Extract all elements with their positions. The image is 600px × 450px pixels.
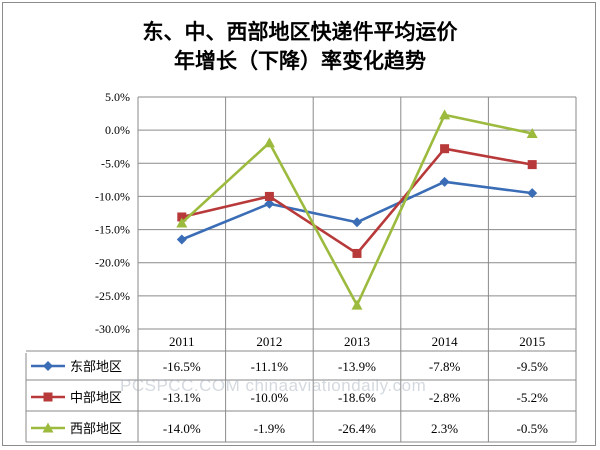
data-label: -14.0% [163, 421, 201, 436]
chart-frame [2, 2, 596, 446]
y-tick-label: -20.0% [95, 256, 130, 270]
data-label: -0.5% [516, 421, 548, 436]
legend-label: 中部地区 [70, 391, 122, 406]
watermark: PCSPCC.COM chinaaviationdaily.com [120, 376, 427, 395]
data-point [264, 191, 274, 201]
chart-subtitle: 年增长（下降）率变化趋势 [174, 48, 426, 73]
data-point [527, 188, 538, 199]
x-tick-label: 2013 [344, 334, 370, 349]
data-label: -16.5% [163, 359, 201, 374]
legend-key-marker [43, 392, 53, 402]
data-point [352, 217, 362, 228]
data-point [177, 212, 187, 222]
series-line-2 [181, 147, 533, 255]
legend-label: 东部地区 [70, 360, 122, 375]
data-label: -13.9% [338, 359, 376, 374]
y-tick-label: -30.0% [95, 322, 130, 336]
x-tick-label: 2011 [169, 334, 195, 349]
data-point [527, 160, 537, 170]
data-label: -9.5% [516, 359, 548, 374]
y-tick-label: 5.0% [105, 90, 130, 104]
x-tick-label: 2015 [519, 334, 545, 349]
data-label: -18.6% [338, 390, 376, 405]
data-label: -10.0% [250, 390, 288, 405]
y-tick-label: 0.0% [105, 123, 130, 137]
data-point [440, 144, 450, 154]
y-tick-label: -15.0% [95, 223, 130, 237]
legend-key-marker [43, 361, 53, 371]
data-point [352, 248, 362, 258]
x-tick-label: 2012 [256, 334, 282, 349]
data-label: -2.8% [429, 390, 461, 405]
y-tick-label: -10.0% [95, 189, 130, 203]
series-line-3 [180, 113, 533, 307]
data-point [439, 109, 451, 120]
legend-key-marker [42, 422, 54, 433]
chart-title: 东、中、西部地区快递件平均运价 [142, 19, 458, 44]
data-point [263, 137, 275, 148]
data-label: -7.8% [429, 359, 461, 374]
y-tick-label: -25.0% [95, 289, 130, 303]
data-point [351, 299, 363, 310]
data-label: -1.9% [254, 421, 286, 436]
data-point [439, 176, 450, 187]
legend-label: 西部地区 [70, 422, 122, 437]
data-label: 2.3% [431, 421, 458, 436]
data-point [526, 127, 538, 138]
y-tick-label: -5.0% [101, 156, 130, 170]
data-label: -26.4% [338, 421, 376, 436]
data-point [176, 234, 187, 245]
x-tick-label: 2014 [432, 334, 459, 349]
data-point [264, 198, 275, 209]
data-label: -11.1% [251, 359, 289, 374]
data-label: -5.2% [516, 390, 548, 405]
series-line-1 [181, 180, 533, 241]
data-point [176, 217, 188, 228]
data-label: -13.1% [163, 390, 201, 405]
